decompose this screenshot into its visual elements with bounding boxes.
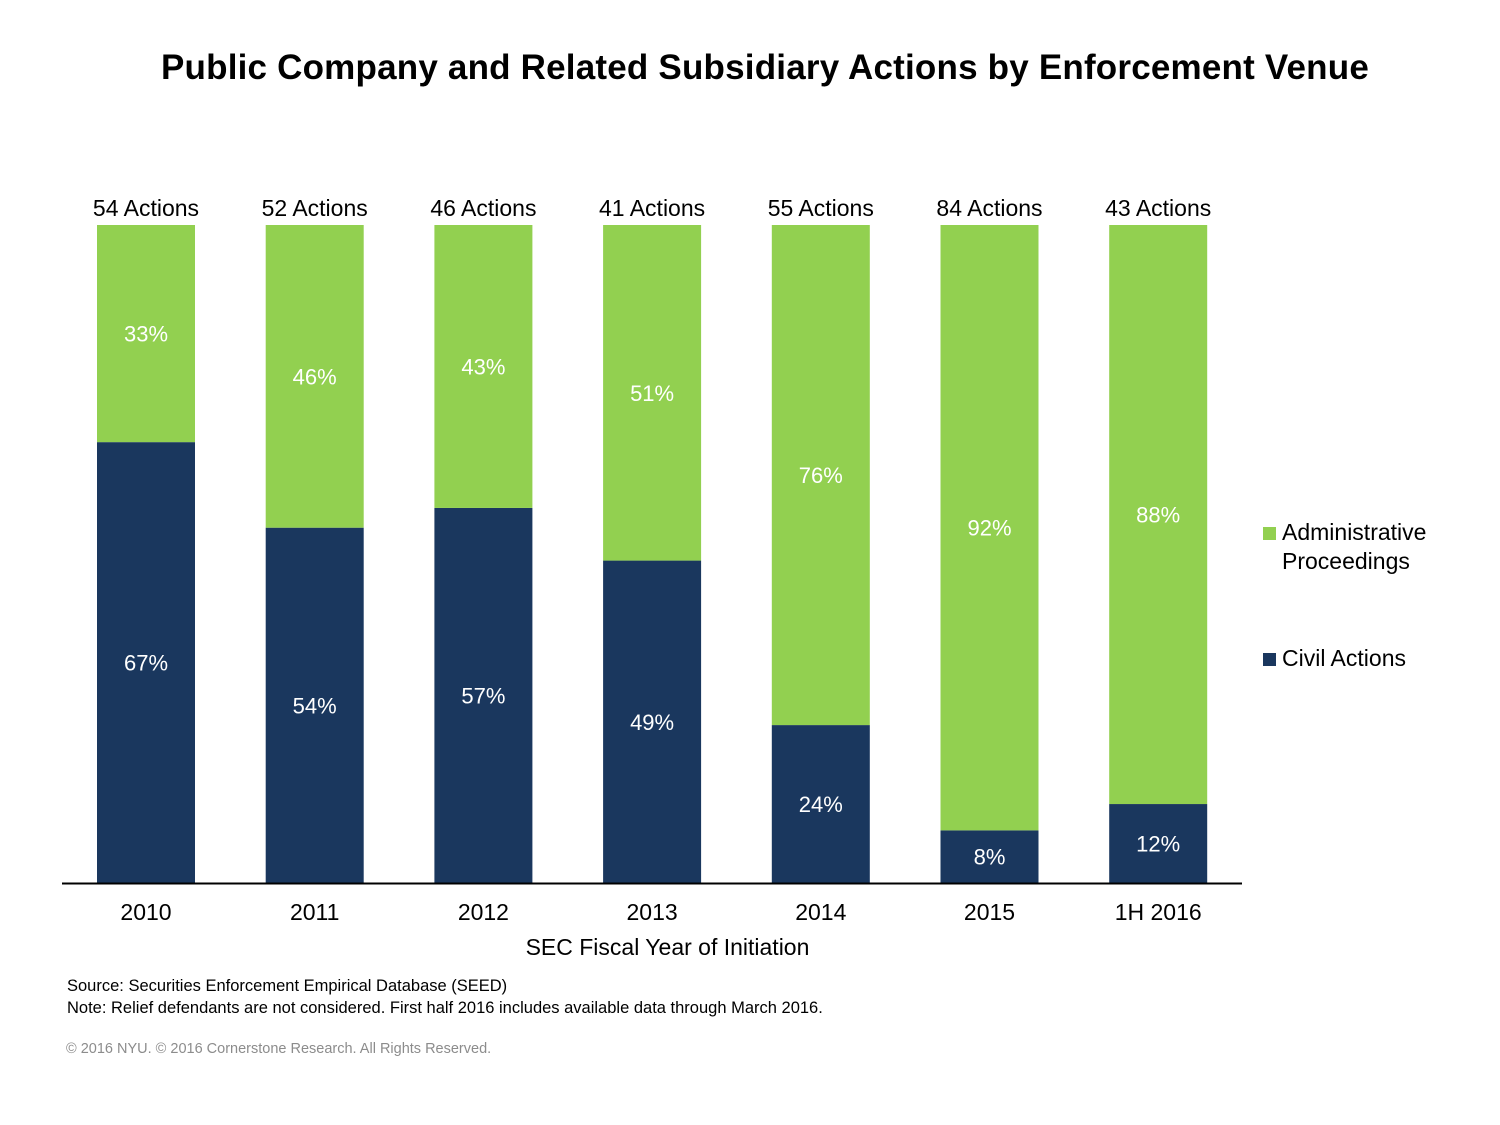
x-axis-title: SEC Fiscal Year of Initiation — [525, 934, 810, 960]
x-tick-label: 2014 — [795, 899, 846, 925]
data-label-administrative-proceedings: 46% — [293, 364, 337, 389]
data-label-administrative-proceedings: 92% — [967, 516, 1011, 541]
bar-segment-administrative-proceedings — [434, 225, 533, 508]
bar-segment-administrative-proceedings — [771, 225, 870, 726]
total-actions-label: 43 Actions — [1105, 195, 1211, 221]
chart-title: Public Company and Related Subsidiary Ac… — [160, 48, 1369, 87]
bar-segment-civil-actions — [940, 830, 1039, 883]
bar-segment-administrative-proceedings — [265, 225, 364, 528]
bar-segment-civil-actions — [97, 442, 195, 883]
total-actions-label: 55 Actions — [768, 195, 874, 221]
x-tick-label: 2011 — [290, 899, 339, 925]
segment-labels-group: 67% 33% 54% 46% 57% 43% 49% 51% 24% 76% 8% 92% 12% 88… — [124, 322, 1180, 870]
bar-segment-administrative-proceedings — [940, 225, 1039, 831]
data-label-civil-actions: 49% — [630, 710, 674, 735]
bars-group — [97, 225, 1208, 883]
relief-note: Note: Relief defendants are not consider… — [67, 999, 823, 1017]
bar-segment-civil-actions — [1109, 804, 1208, 883]
bar-segment-administrative-proceedings — [1109, 225, 1208, 805]
x-tick-label: 2010 — [120, 899, 171, 925]
x-tick-label: 2013 — [627, 899, 678, 925]
legend-swatch-civil — [1263, 653, 1276, 666]
legend-label-line2: Proceedings — [1282, 548, 1410, 574]
data-label-civil-actions: 8% — [974, 845, 1006, 870]
total-actions-label: 52 Actions — [262, 195, 368, 221]
data-label-administrative-proceedings: 43% — [461, 354, 505, 379]
legend-swatch-administrative — [1263, 527, 1276, 540]
legend-label-administrative: Administrative Proceedings — [1282, 518, 1426, 576]
source-note: Source: Securities Enforcement Empirical… — [67, 977, 508, 995]
total-actions-label: 41 Actions — [599, 195, 705, 221]
x-tick-labels-group: 2010 2011 2012 2013 2014 2015 1H 2016 — [120, 899, 1201, 925]
bar-segment-administrative-proceedings — [97, 225, 195, 443]
bar-segment-civil-actions — [265, 527, 364, 883]
bar-segment-civil-actions — [434, 507, 533, 883]
x-tick-label: 2012 — [458, 899, 509, 925]
x-tick-label: 2015 — [964, 899, 1015, 925]
total-actions-label: 46 Actions — [430, 195, 536, 221]
data-label-administrative-proceedings: 51% — [630, 381, 674, 406]
total-actions-label: 84 Actions — [936, 195, 1042, 221]
data-label-civil-actions: 57% — [461, 683, 505, 708]
data-label-civil-actions: 67% — [124, 651, 168, 676]
bar-segment-civil-actions — [771, 725, 870, 883]
footnotes: Source: Securities Enforcement Empirical… — [67, 975, 823, 1019]
data-label-civil-actions: 12% — [1136, 832, 1180, 857]
data-label-civil-actions: 54% — [293, 693, 337, 718]
total-labels-group: 54 Actions 52 Actions 46 Actions 41 Actions… — [93, 195, 1211, 221]
legend-label-line1: Administrative — [1282, 519, 1427, 545]
data-label-administrative-proceedings: 33% — [124, 322, 168, 347]
total-actions-label: 54 Actions — [93, 195, 199, 221]
legend-label-civil: Civil Actions — [1282, 645, 1406, 671]
bar-segment-civil-actions — [603, 560, 702, 883]
bar-segment-administrative-proceedings — [603, 225, 702, 561]
copyright: © 2016 NYU. © 2016 Cornerstone Research.… — [66, 1041, 492, 1057]
x-tick-label: 1H 2016 — [1115, 899, 1202, 925]
data-label-administrative-proceedings: 76% — [799, 463, 843, 488]
data-label-civil-actions: 24% — [799, 792, 843, 817]
data-label-administrative-proceedings: 88% — [1136, 503, 1180, 528]
